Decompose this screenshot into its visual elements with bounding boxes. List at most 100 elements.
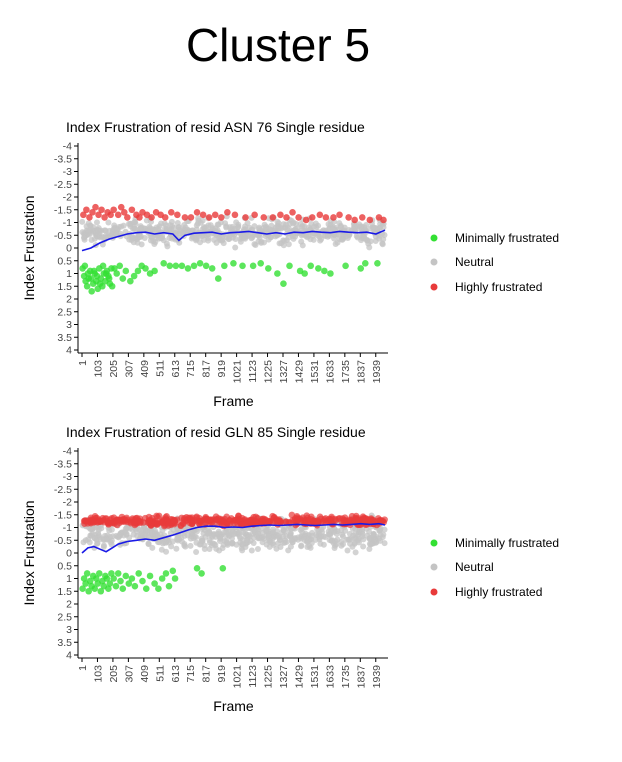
chart-asn76: Index Frustration of resid ASN 76 Single…	[21, 119, 559, 409]
point-neutral	[168, 218, 175, 225]
point-neutral	[229, 540, 236, 547]
point-neutral	[159, 233, 166, 240]
y-tick-label: -2.5	[54, 484, 72, 496]
point-neutral	[161, 539, 168, 546]
point-minimal	[83, 570, 91, 577]
point-minimal	[85, 587, 92, 595]
point-minimal	[114, 570, 122, 577]
point-minimal	[169, 567, 177, 575]
point-high	[98, 206, 105, 214]
point-high	[107, 211, 114, 219]
point-high	[211, 211, 219, 219]
point-high	[231, 211, 239, 219]
point-neutral	[189, 530, 196, 537]
point-high	[178, 514, 185, 522]
x-tick-label: 817	[201, 360, 213, 378]
point-neutral	[118, 223, 125, 230]
point-high	[330, 214, 337, 221]
point-neutral	[318, 526, 325, 533]
point-high	[167, 209, 175, 216]
point-minimal	[357, 265, 365, 272]
point-minimal	[264, 265, 272, 272]
point-minimal	[135, 570, 142, 577]
point-neutral	[379, 241, 386, 248]
point-neutral	[371, 536, 378, 543]
point-high	[123, 514, 130, 522]
x-tick-label: 511	[154, 665, 166, 682]
point-minimal	[166, 262, 174, 270]
point-minimal	[208, 265, 216, 272]
point-neutral	[79, 218, 86, 225]
point-high	[277, 211, 284, 219]
point-neutral	[93, 219, 100, 226]
point-minimal	[327, 270, 334, 277]
point-high	[380, 216, 387, 224]
legend-marker-neutral	[430, 563, 438, 571]
point-high	[377, 517, 385, 524]
point-minimal	[155, 585, 162, 592]
point-neutral	[142, 531, 149, 538]
point-high	[295, 214, 302, 221]
legend-label-neutral: Neutral	[455, 255, 494, 269]
point-neutral	[192, 237, 199, 244]
point-neutral	[100, 543, 107, 550]
point-neutral	[88, 532, 95, 539]
point-neutral	[242, 226, 249, 233]
point-minimal	[280, 280, 287, 287]
y-tick-label: -3.5	[54, 458, 72, 470]
point-high	[224, 209, 231, 216]
y-tick-label: 3.5	[57, 637, 72, 649]
x-axis-label: Frame	[213, 698, 254, 714]
legend-label-minimal: Minimally frustrated	[455, 231, 559, 245]
point-minimal	[87, 275, 95, 282]
point-high	[202, 513, 210, 521]
point-neutral	[339, 531, 346, 538]
x-tick-label: 1	[77, 665, 89, 671]
x-tick-label: 1327	[278, 665, 290, 689]
point-high	[197, 517, 205, 525]
point-minimal	[103, 575, 111, 582]
point-neutral	[85, 220, 92, 227]
point-minimal	[196, 260, 204, 267]
point-neutral	[338, 542, 345, 549]
point-neutral	[169, 235, 176, 242]
point-neutral	[380, 224, 387, 231]
point-high	[145, 517, 153, 524]
point-neutral	[293, 221, 300, 228]
point-neutral	[206, 539, 213, 546]
point-neutral	[171, 224, 178, 231]
point-high	[89, 209, 96, 216]
point-neutral	[236, 533, 243, 540]
point-high	[316, 211, 324, 219]
point-neutral	[274, 218, 281, 225]
y-tick-label: 0	[66, 243, 72, 255]
legend-label-neutral: Neutral	[455, 560, 494, 574]
x-tick-label: 511	[154, 360, 166, 377]
point-high	[117, 203, 125, 211]
point-high	[289, 209, 296, 216]
point-high	[110, 206, 117, 214]
point-minimal	[257, 260, 265, 267]
point-minimal	[193, 565, 201, 572]
point-neutral	[216, 547, 223, 554]
point-minimal	[122, 267, 130, 275]
y-tick-label: 0.5	[57, 560, 72, 572]
point-neutral	[145, 540, 152, 547]
point-high	[322, 214, 330, 221]
point-high	[193, 209, 201, 216]
point-neutral	[81, 232, 88, 239]
point-minimal	[81, 262, 89, 270]
point-minimal	[119, 275, 127, 282]
x-axis-label: Frame	[213, 393, 254, 409]
point-neutral	[346, 232, 353, 239]
point-neutral	[277, 543, 284, 550]
point-neutral	[326, 225, 333, 232]
point-neutral	[129, 235, 136, 242]
point-minimal	[151, 580, 158, 587]
x-tick-label: 715	[185, 360, 197, 378]
legend: Minimally frustrated Neutral Highly frustr…	[430, 536, 559, 599]
point-minimal	[95, 570, 103, 577]
point-high	[181, 214, 189, 221]
y-tick-label: -2.5	[54, 179, 72, 191]
point-neutral	[360, 234, 367, 241]
